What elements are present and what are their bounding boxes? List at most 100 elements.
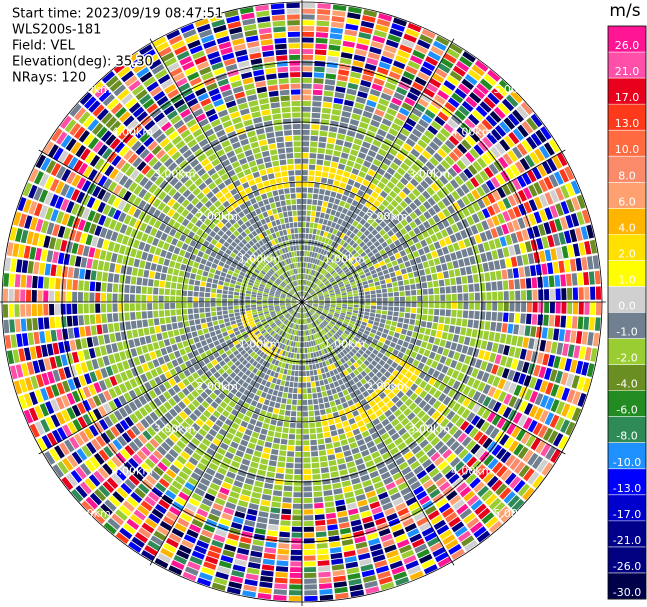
radar-gate <box>433 152 444 163</box>
radar-gate <box>305 268 308 274</box>
radar-gate <box>338 261 344 267</box>
radar-gate <box>255 445 264 452</box>
radar-gate <box>302 330 304 336</box>
radar-gate <box>444 421 454 432</box>
radar-gate <box>376 293 382 298</box>
radar-gate <box>316 548 329 555</box>
radar-gate <box>584 347 592 361</box>
radar-gate <box>372 325 378 331</box>
radar-gate <box>455 276 462 285</box>
radar-gate <box>369 286 376 291</box>
radar-gate <box>130 320 137 329</box>
radar-gate <box>116 341 124 352</box>
radar-gate <box>373 263 380 269</box>
radar-gate <box>315 312 320 316</box>
radar-gate <box>147 278 154 287</box>
radar-gate <box>150 263 157 271</box>
radar-gate <box>257 516 268 524</box>
radar-gate <box>317 3 331 10</box>
radar-gate <box>537 276 544 288</box>
radar-gate <box>60 316 67 328</box>
radar-gate <box>447 244 455 253</box>
radar-gate <box>274 432 282 438</box>
radar-gate <box>320 177 328 184</box>
radar-gate <box>180 263 187 271</box>
radar-gate <box>342 420 350 428</box>
radar-gate <box>77 303 84 314</box>
radar-gate <box>491 189 501 201</box>
radar-gate <box>492 202 501 214</box>
radar-gate <box>427 50 441 62</box>
radar-gate <box>325 300 330 302</box>
radar-gate <box>501 184 512 196</box>
radar-gate <box>44 330 52 343</box>
radar-gate <box>309 428 316 434</box>
radar-gate <box>303 509 314 515</box>
radar-gate <box>345 561 359 569</box>
radar-gate <box>335 386 342 393</box>
radar-gate <box>56 329 63 341</box>
radar-gate <box>330 305 336 308</box>
radar-gate <box>90 270 97 281</box>
radar-gate <box>472 274 479 283</box>
radar-gate <box>316 272 321 278</box>
radar-gate <box>493 260 501 270</box>
radar-gate <box>338 283 345 288</box>
radar-gate <box>548 139 560 153</box>
radar-gate <box>362 280 368 286</box>
radar-gate <box>322 256 328 262</box>
radar-gate <box>512 128 525 141</box>
radar-gate <box>246 567 260 575</box>
radar-gate <box>333 285 339 290</box>
radar-gate <box>324 238 330 244</box>
radar-gate <box>466 439 477 451</box>
radar-gate <box>446 75 460 87</box>
radar-gate <box>427 367 435 376</box>
radar-gate <box>399 44 413 54</box>
radar-gate <box>343 485 353 493</box>
radar-gate <box>336 267 342 273</box>
radar-gate <box>204 333 211 339</box>
radar-gate <box>456 198 466 209</box>
radar-gate <box>320 314 326 319</box>
radar-gate <box>289 422 296 428</box>
radar-gate <box>487 386 497 398</box>
radar-gate <box>387 229 395 237</box>
radar-gate <box>336 458 346 465</box>
radar-gate <box>496 465 508 478</box>
radar-gate <box>443 324 450 332</box>
radar-gate <box>417 302 423 308</box>
radar-gate <box>404 312 411 319</box>
radar-gate <box>338 463 347 471</box>
radar-gate <box>311 106 321 113</box>
radar-gate <box>333 273 339 279</box>
radar-gate <box>398 317 404 323</box>
radar-gate <box>303 474 312 480</box>
radar-gate <box>431 72 445 84</box>
radar-gate <box>535 264 542 276</box>
radar-gate <box>329 330 335 336</box>
radar-gate <box>590 348 598 362</box>
radar-gate <box>466 247 474 256</box>
radar-gate <box>206 337 213 344</box>
radar-gate <box>372 35 386 44</box>
radar-gate <box>397 351 405 359</box>
radar-gate <box>420 180 430 190</box>
radar-gate <box>313 300 319 302</box>
radar-gate <box>404 284 411 291</box>
radar-gate <box>555 247 563 260</box>
radar-gate <box>60 278 67 290</box>
radar-gate <box>468 69 482 81</box>
radar-gate <box>256 295 263 298</box>
radar-gate <box>488 261 495 271</box>
radar-gate <box>296 423 302 429</box>
radar-gate <box>440 229 449 238</box>
radar-gate <box>399 200 408 209</box>
radar-gate <box>335 211 341 218</box>
radar-gate <box>263 553 276 560</box>
radar-gate <box>84 314 90 325</box>
radar-gate <box>330 306 336 309</box>
radar-gate <box>448 325 455 334</box>
radar-gate <box>453 351 461 361</box>
radar-gate <box>200 281 206 287</box>
